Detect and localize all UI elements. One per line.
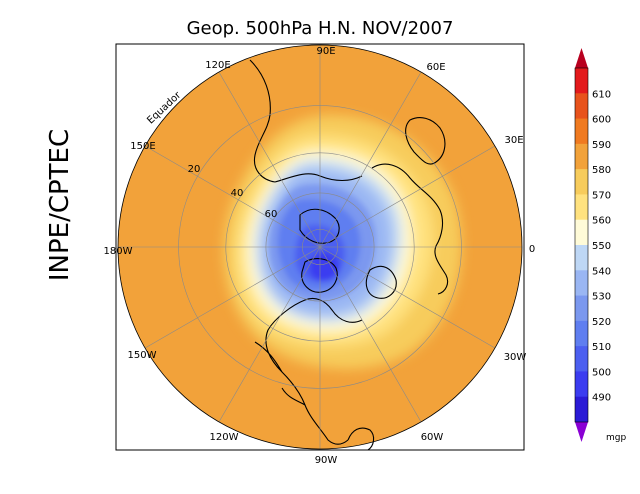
longitude-line: [319, 145, 496, 248]
colorbar-swatch: [575, 93, 588, 120]
lon-label-30w: 30W: [504, 352, 527, 363]
longitude-line: [319, 246, 422, 423]
colorbar-tick-label: 540: [592, 266, 611, 277]
colorbar-frame: [574, 67, 589, 423]
coastline-greenland: [365, 265, 397, 299]
colorbar-swatch: [575, 194, 588, 221]
colorbar: 610 600 590 580 570 560 550 540 530 520 510 500 490: [574, 48, 611, 442]
coastline-europe: [371, 163, 449, 295]
colorbar-tick-label: 600: [592, 115, 611, 126]
longitude-line: [218, 71, 321, 248]
map-title: Geop. 500hPa H.N. NOV/2007: [187, 18, 454, 39]
colorbar-tick-label: 580: [592, 165, 611, 176]
longitude-line: [144, 145, 321, 248]
colorbar-tick-label: 590: [592, 140, 611, 151]
coastline-arctic: [299, 208, 340, 244]
colorbar-unit: mgp: [606, 433, 626, 443]
colorbar-tick-label: 530: [592, 292, 611, 303]
colorbar-tick-label: 570: [592, 190, 611, 201]
colorbar-under-arrow: [575, 422, 588, 442]
map-disc-outline: [117, 44, 523, 450]
colorbar-swatch: [575, 245, 588, 271]
colorbar-tick-label: 510: [592, 342, 611, 353]
lon-label-180w: 180W: [104, 246, 133, 257]
lon-label-30e: 30E: [504, 135, 523, 146]
longitude-line: [218, 246, 321, 423]
coastline-central-america: [347, 427, 375, 451]
colorbar-tick-label: 550: [592, 241, 611, 252]
longitude-line: [144, 246, 321, 349]
longitude-labels: 90E 60E 30E 0 30W 60W 90W 120W 150W 180W…: [104, 46, 536, 466]
colorbar-swatch: [575, 346, 588, 372]
lon-label-120e: 120E: [205, 60, 230, 71]
colorbar-swatch: [575, 68, 588, 94]
colorbar-swatch: [575, 320, 588, 347]
colorbar-swatch: [575, 371, 588, 398]
lon-label-150e: 150E: [130, 141, 155, 152]
colorbar-swatch: [575, 118, 588, 145]
colorbar-tick-label: 610: [592, 89, 611, 100]
lon-label-120w: 120W: [210, 432, 239, 443]
lon-label-60e: 60E: [426, 62, 445, 73]
lon-label-90e: 90E: [316, 46, 335, 57]
institution-label: INPE/CPTEC: [45, 129, 75, 281]
lon-label-0: 0: [529, 244, 535, 255]
colorbar-swatch: [575, 270, 588, 297]
colorbar-tick-label: 490: [592, 393, 611, 404]
coastlines: [249, 59, 449, 451]
lat-label-60: 60: [265, 209, 278, 220]
colorbar-swatch: [575, 295, 588, 322]
longitude-line: [319, 246, 496, 349]
colorbar-swatch: [575, 396, 588, 423]
colorbar-swatch: [575, 169, 588, 195]
lon-label-90w: 90W: [315, 455, 338, 466]
colorbar-tick-label: 560: [592, 216, 611, 227]
coastline-north-america: [254, 297, 363, 445]
colorbar-tick-label: 500: [592, 367, 611, 378]
lat-label-20: 20: [188, 164, 201, 175]
coastline-africa: [405, 117, 446, 165]
longitude-line: [319, 71, 422, 248]
colorbar-swatch: [575, 219, 588, 246]
colorbar-over-arrow: [575, 48, 588, 68]
lat-label-40: 40: [231, 188, 244, 199]
colorbar-swatch: [575, 143, 588, 170]
colorbar-tick-label: 520: [592, 317, 611, 328]
coastline-hudson: [301, 258, 338, 293]
graticule: [118, 45, 522, 449]
lon-label-150w: 150W: [128, 350, 157, 361]
lon-label-60w: 60W: [421, 432, 444, 443]
